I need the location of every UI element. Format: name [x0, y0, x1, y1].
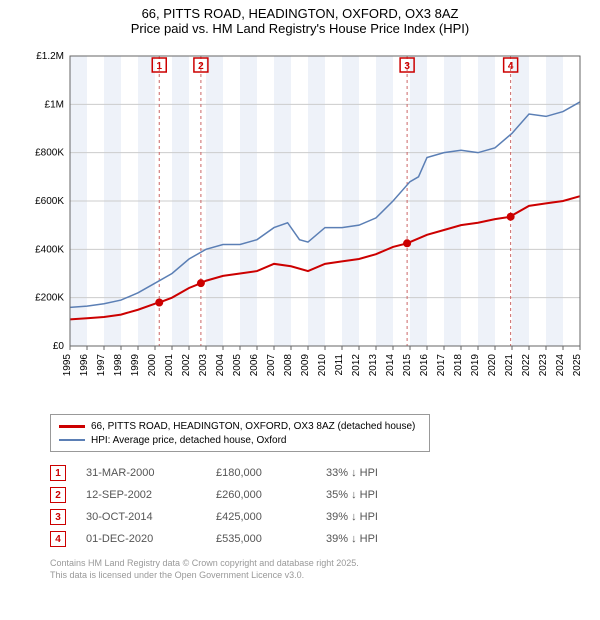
chart-container: 66, PITTS ROAD, HEADINGTON, OXFORD, OX3 … — [0, 0, 600, 620]
svg-text:2017: 2017 — [436, 354, 447, 376]
title-line-1: 66, PITTS ROAD, HEADINGTON, OXFORD, OX3 … — [0, 6, 600, 21]
svg-text:1996: 1996 — [79, 354, 90, 376]
title-line-2: Price paid vs. HM Land Registry's House … — [0, 21, 600, 36]
tx-badge-4: 4 — [50, 531, 66, 547]
tx-diff-3: 39% ↓ HPI — [326, 511, 416, 523]
svg-text:4: 4 — [508, 61, 514, 72]
legend-label-1: 66, PITTS ROAD, HEADINGTON, OXFORD, OX3 … — [91, 421, 415, 432]
svg-text:2020: 2020 — [487, 354, 498, 376]
svg-text:2023: 2023 — [538, 354, 549, 376]
legend-swatch-1 — [59, 425, 85, 428]
svg-text:2001: 2001 — [164, 354, 175, 376]
svg-text:2014: 2014 — [385, 354, 396, 376]
tx-diff-1: 33% ↓ HPI — [326, 467, 416, 479]
tx-row-3: 3 30-OCT-2014 £425,000 39% ↓ HPI — [50, 506, 600, 528]
svg-text:£600K: £600K — [35, 196, 64, 207]
tx-date-3: 30-OCT-2014 — [86, 511, 196, 523]
legend-swatch-2 — [59, 439, 85, 441]
svg-text:1995: 1995 — [62, 354, 73, 376]
legend-row-1: 66, PITTS ROAD, HEADINGTON, OXFORD, OX3 … — [59, 419, 421, 433]
tx-badge-1: 1 — [50, 465, 66, 481]
svg-text:£200K: £200K — [35, 293, 64, 304]
svg-text:1998: 1998 — [113, 354, 124, 376]
svg-text:1: 1 — [156, 61, 162, 72]
svg-text:2016: 2016 — [419, 354, 430, 376]
svg-text:£1M: £1M — [45, 99, 64, 110]
svg-text:2005: 2005 — [232, 354, 243, 376]
svg-text:2015: 2015 — [402, 354, 413, 376]
svg-text:2003: 2003 — [198, 354, 209, 376]
tx-diff-2: 35% ↓ HPI — [326, 489, 416, 501]
svg-text:2025: 2025 — [572, 354, 583, 376]
svg-text:2009: 2009 — [300, 354, 311, 376]
tx-row-4: 4 01-DEC-2020 £535,000 39% ↓ HPI — [50, 528, 600, 550]
tx-row-1: 1 31-MAR-2000 £180,000 33% ↓ HPI — [50, 462, 600, 484]
legend-box: 66, PITTS ROAD, HEADINGTON, OXFORD, OX3 … — [50, 414, 430, 452]
svg-text:2019: 2019 — [470, 354, 481, 376]
tx-price-4: £535,000 — [216, 533, 306, 545]
svg-text:2010: 2010 — [317, 354, 328, 376]
svg-text:2011: 2011 — [334, 354, 345, 376]
svg-text:£1.2M: £1.2M — [36, 51, 64, 62]
footnote-line-2: This data is licensed under the Open Gov… — [50, 570, 600, 582]
svg-text:2008: 2008 — [283, 354, 294, 376]
svg-text:2002: 2002 — [181, 354, 192, 376]
tx-price-1: £180,000 — [216, 467, 306, 479]
tx-diff-4: 39% ↓ HPI — [326, 533, 416, 545]
tx-price-3: £425,000 — [216, 511, 306, 523]
svg-text:3: 3 — [404, 61, 410, 72]
footnote-line-1: Contains HM Land Registry data © Crown c… — [50, 558, 600, 570]
transactions-table: 1 31-MAR-2000 £180,000 33% ↓ HPI 2 12-SE… — [50, 462, 600, 550]
svg-text:1997: 1997 — [96, 354, 107, 376]
chart-area: £0 £200K £400K £600K £800K £1M £1.2M 1995 1996 19… — [30, 46, 590, 376]
tx-date-2: 12-SEP-2002 — [86, 489, 196, 501]
tx-date-4: 01-DEC-2020 — [86, 533, 196, 545]
svg-text:2018: 2018 — [453, 354, 464, 376]
svg-text:2021: 2021 — [504, 354, 515, 376]
svg-text:2022: 2022 — [521, 354, 532, 376]
tx-date-1: 31-MAR-2000 — [86, 467, 196, 479]
title-block: 66, PITTS ROAD, HEADINGTON, OXFORD, OX3 … — [0, 0, 600, 36]
svg-text:£800K: £800K — [35, 148, 64, 159]
legend-label-2: HPI: Average price, detached house, Oxfo… — [91, 435, 287, 446]
svg-text:£0: £0 — [53, 341, 65, 352]
tx-badge-2: 2 — [50, 487, 66, 503]
svg-text:2013: 2013 — [368, 354, 379, 376]
tx-price-2: £260,000 — [216, 489, 306, 501]
tx-row-2: 2 12-SEP-2002 £260,000 35% ↓ HPI — [50, 484, 600, 506]
legend-row-2: HPI: Average price, detached house, Oxfo… — [59, 433, 421, 447]
svg-text:1999: 1999 — [130, 354, 141, 376]
footnote: Contains HM Land Registry data © Crown c… — [50, 558, 600, 581]
svg-text:2: 2 — [198, 61, 204, 72]
chart-svg: £0 £200K £400K £600K £800K £1M £1.2M 1995 1996 19… — [30, 46, 590, 376]
svg-text:2012: 2012 — [351, 354, 362, 376]
svg-text:2000: 2000 — [147, 354, 158, 376]
svg-text:2024: 2024 — [555, 354, 566, 376]
svg-text:£400K: £400K — [35, 244, 64, 255]
tx-badge-3: 3 — [50, 509, 66, 525]
svg-text:2004: 2004 — [215, 354, 226, 376]
svg-text:2007: 2007 — [266, 354, 277, 376]
svg-text:2006: 2006 — [249, 354, 260, 376]
